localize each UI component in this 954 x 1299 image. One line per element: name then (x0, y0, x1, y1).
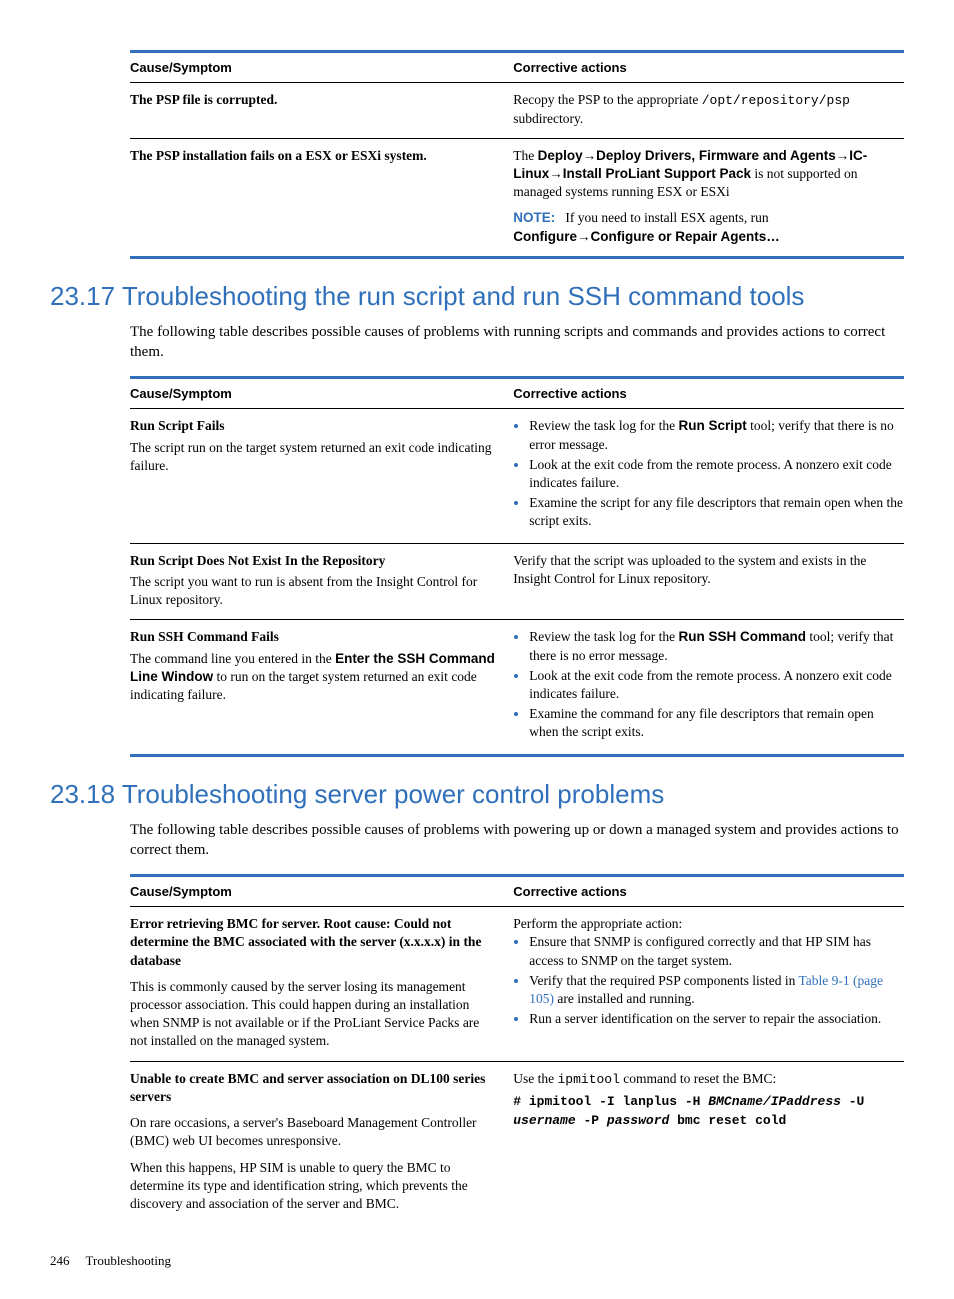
list-item: Look at the exit code from the remote pr… (529, 667, 904, 703)
section-heading-23-18: 23.18 Troubleshooting server power contr… (50, 779, 904, 810)
note-label: NOTE: (513, 210, 555, 225)
cause-title: Unable to create BMC and server associat… (130, 1070, 497, 1106)
troubleshoot-table-1: Cause/Symptom Corrective actions The PSP… (130, 50, 904, 259)
list-item: Review the task log for the Run Script t… (529, 417, 904, 453)
cause-title: Run Script Fails (130, 417, 497, 435)
table-header: Cause/Symptom Corrective actions (130, 874, 904, 907)
corrective-action: Recopy the PSP to the appropriate /opt/r… (509, 91, 904, 128)
table-row: Unable to create BMC and server associat… (130, 1062, 904, 1224)
table-end-rule (130, 256, 904, 259)
cause-desc: The script you want to run is absent fro… (130, 573, 497, 609)
cause-title: Run Script Does Not Exist In the Reposit… (130, 552, 497, 570)
col-header-action: Corrective actions (509, 60, 904, 75)
table-row: Run Script Does Not Exist In the Reposit… (130, 544, 904, 621)
col-header-cause: Cause/Symptom (130, 884, 509, 899)
table-row: Error retrieving BMC for server. Root ca… (130, 907, 904, 1062)
cause-title: The PSP installation fails on a ESX or E… (130, 147, 497, 165)
list-item: Run a server identification on the serve… (529, 1010, 904, 1028)
cause-desc: When this happens, HP SIM is unable to q… (130, 1159, 497, 1214)
corrective-action: The Deploy→Deploy Drivers, Firmware and … (509, 147, 904, 246)
action-bullets: Ensure that SNMP is configured correctly… (513, 933, 904, 1028)
cause-title: Error retrieving BMC for server. Root ca… (130, 915, 497, 970)
table-row: Run Script Fails The script run on the t… (130, 409, 904, 543)
section-intro: The following table describes possible c… (130, 820, 904, 861)
page-footer: 246 Troubleshooting (50, 1253, 904, 1269)
cause-desc: The script run on the target system retu… (130, 439, 497, 475)
list-item: Look at the exit code from the remote pr… (529, 456, 904, 492)
col-header-cause: Cause/Symptom (130, 60, 509, 75)
section-heading-23-17: 23.17 Troubleshooting the run script and… (50, 281, 904, 312)
cause-title: Run SSH Command Fails (130, 628, 497, 646)
list-item: Ensure that SNMP is configured correctly… (529, 933, 904, 969)
action-intro: Perform the appropriate action: (513, 915, 904, 933)
command-block: # ipmitool -I lanplus -H BMCname/IPaddre… (513, 1092, 904, 1129)
corrective-action: Verify that the script was uploaded to t… (509, 552, 904, 610)
cause-desc: This is commonly caused by the server lo… (130, 978, 497, 1051)
cause-title: The PSP file is corrupted. (130, 91, 497, 109)
table-row: The PSP installation fails on a ESX or E… (130, 139, 904, 256)
cause-desc: The command line you entered in the Ente… (130, 650, 497, 705)
action-intro: Use the ipmitool command to reset the BM… (513, 1070, 904, 1089)
cause-desc: On rare occasions, a server's Baseboard … (130, 1114, 497, 1150)
action-bullets: Review the task log for the Run Script t… (513, 417, 904, 530)
list-item: Verify that the required PSP components … (529, 972, 904, 1008)
col-header-action: Corrective actions (509, 386, 904, 401)
page-number: 246 (50, 1253, 70, 1268)
table-end-rule (130, 754, 904, 757)
table-row: Run SSH Command Fails The command line y… (130, 620, 904, 753)
footer-label: Troubleshooting (86, 1253, 171, 1268)
table-header: Cause/Symptom Corrective actions (130, 376, 904, 409)
col-header-action: Corrective actions (509, 884, 904, 899)
table-row: The PSP file is corrupted. Recopy the PS… (130, 83, 904, 139)
col-header-cause: Cause/Symptom (130, 386, 509, 401)
list-item: Examine the script for any file descript… (529, 494, 904, 530)
section-intro: The following table describes possible c… (130, 322, 904, 363)
table-header: Cause/Symptom Corrective actions (130, 50, 904, 83)
list-item: Review the task log for the Run SSH Comm… (529, 628, 904, 664)
action-bullets: Review the task log for the Run SSH Comm… (513, 628, 904, 741)
troubleshoot-table-2: Cause/Symptom Corrective actions Run Scr… (130, 376, 904, 756)
list-item: Examine the command for any file descrip… (529, 705, 904, 741)
troubleshoot-table-3: Cause/Symptom Corrective actions Error r… (130, 874, 904, 1223)
